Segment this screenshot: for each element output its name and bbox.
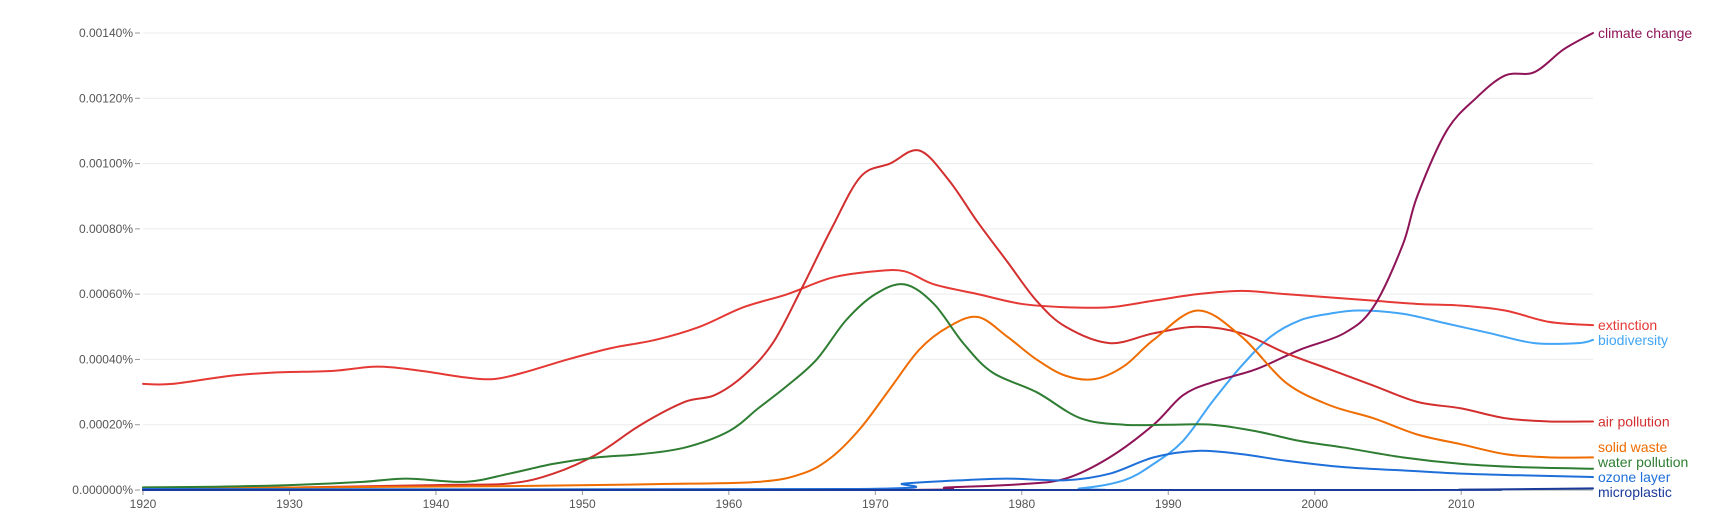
series-line-biodiversity[interactable]	[142, 309, 1594, 492]
series-line-air-pollution[interactable]	[142, 149, 1594, 491]
series-lines	[142, 32, 1594, 492]
x-tick-label: 1930	[276, 497, 303, 511]
x-tick-label: 1980	[1008, 497, 1035, 511]
x-tick-label: 1950	[569, 497, 596, 511]
x-tick-label: 1990	[1155, 497, 1182, 511]
y-tick-label: 0.000000%	[72, 483, 133, 497]
series-label-microplastic[interactable]: microplastic	[1598, 484, 1672, 500]
series-line-microplastic[interactable]	[142, 487, 1594, 492]
series-line-ozone-layer[interactable]	[142, 449, 1594, 491]
x-tick-label: 1920	[130, 497, 157, 511]
y-tick-label: 0.00100%	[79, 157, 133, 171]
y-tick-label: 0.00080%	[79, 222, 133, 236]
series-label-biodiversity[interactable]: biodiversity	[1598, 332, 1668, 348]
y-tick-label: 0.00060%	[79, 287, 133, 301]
series-label-climate-change[interactable]: climate change	[1598, 25, 1692, 41]
series-line-water-pollution[interactable]	[142, 283, 1594, 489]
y-tick-label: 0.00140%	[79, 26, 133, 40]
series-label-air-pollution[interactable]: air pollution	[1598, 413, 1670, 429]
y-tick-label: 0.00040%	[79, 352, 133, 366]
x-tick-label: 1970	[862, 497, 889, 511]
x-tick-label: 1960	[716, 497, 743, 511]
series-line-extinction[interactable]	[142, 269, 1594, 386]
grid-lines	[143, 32, 1593, 426]
series-line-solid-waste[interactable]	[142, 309, 1594, 490]
x-tick-label: 2000	[1301, 497, 1328, 511]
series-line-climate-change[interactable]	[142, 32, 1594, 492]
series-label-ozone-layer[interactable]: ozone layer	[1598, 469, 1671, 485]
x-tick-label: 2010	[1448, 497, 1475, 511]
y-tick-label: 0.00120%	[79, 91, 133, 105]
series-label-solid-waste[interactable]: solid waste	[1598, 439, 1667, 455]
x-tick-label: 1940	[423, 497, 450, 511]
series-label-water-pollution[interactable]: water pollution	[1597, 454, 1688, 470]
series-label-extinction[interactable]: extinction	[1598, 317, 1657, 333]
y-tick-label: 0.00020%	[79, 418, 133, 432]
